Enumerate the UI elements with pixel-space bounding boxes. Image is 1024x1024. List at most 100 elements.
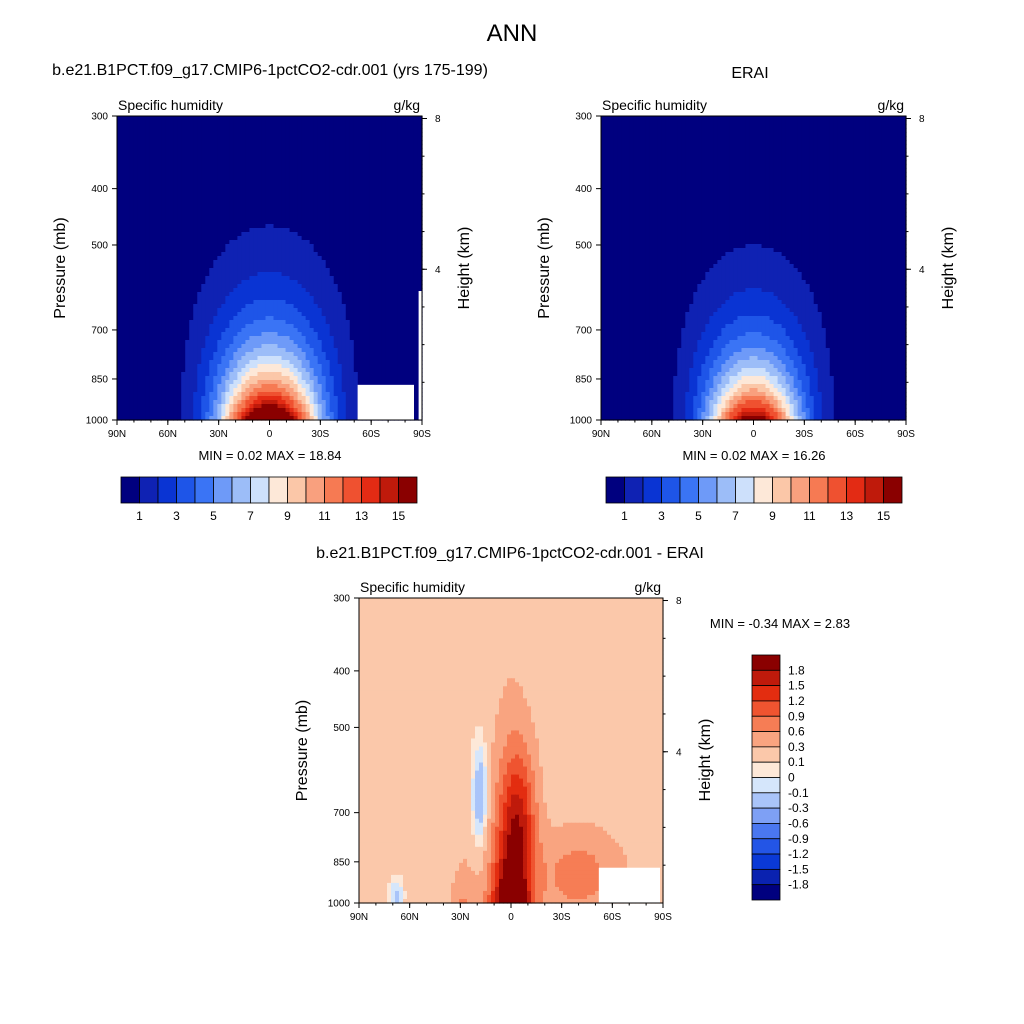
field-cell: [169, 332, 174, 337]
field-cell: [205, 360, 210, 365]
field-cell: [249, 188, 254, 193]
field-cell: [294, 228, 299, 233]
field-cell: [213, 180, 218, 185]
field-cell: [390, 144, 395, 149]
field-cell: [173, 332, 178, 337]
field-cell: [370, 360, 375, 365]
field-cell: [153, 368, 158, 373]
field-cell: [394, 284, 399, 289]
field-cell: [366, 224, 371, 229]
field-cell: [265, 148, 270, 153]
field-cell: [410, 212, 415, 217]
field-cell: [386, 340, 391, 345]
field-cell: [181, 240, 186, 245]
field-cell: [378, 256, 383, 261]
field-cell: [197, 240, 202, 245]
field-cell: [282, 272, 287, 277]
field-cell: [350, 164, 355, 169]
field-cell: [278, 356, 283, 361]
field-cell: [145, 208, 150, 213]
field-cell: [386, 300, 391, 305]
field-cell: [173, 264, 178, 269]
field-cell: [133, 316, 138, 321]
field-cell: [378, 228, 383, 233]
field-cell: [229, 196, 234, 201]
field-cell: [370, 228, 375, 233]
field-cell: [257, 276, 262, 281]
field-cell: [414, 312, 419, 317]
field-cell: [314, 264, 319, 269]
field-cell: [197, 168, 202, 173]
field-cell: [270, 264, 275, 269]
field-cell: [241, 328, 246, 333]
field-cell: [117, 160, 122, 165]
field-cell: [205, 228, 210, 233]
field-cell: [117, 216, 122, 221]
field-cell: [125, 244, 130, 249]
field-cell: [330, 288, 335, 293]
field-cell: [209, 312, 214, 317]
field-cell: [346, 244, 351, 249]
field-cell: [414, 140, 419, 145]
field-cell: [286, 308, 291, 313]
field-cell: [117, 136, 122, 141]
field-cell: [249, 120, 254, 125]
field-cell: [157, 196, 162, 201]
field-cell: [165, 204, 170, 209]
field-cell: [121, 144, 126, 149]
field-cell: [386, 172, 391, 177]
field-cell: [390, 132, 395, 137]
field-cell: [145, 284, 150, 289]
field-cell: [117, 144, 122, 149]
field-cell: [306, 372, 311, 377]
field-cell: [402, 120, 407, 125]
field-cell: [121, 252, 126, 257]
field-cell: [129, 236, 134, 241]
field-cell: [141, 256, 146, 261]
field-cell: [286, 204, 291, 209]
field-cell: [265, 260, 270, 265]
field-cell: [153, 160, 158, 165]
field-cell: [149, 128, 154, 133]
field-cell: [286, 124, 291, 129]
field-cell: [125, 204, 130, 209]
field-cell: [161, 240, 166, 245]
field-cell: [402, 180, 407, 185]
field-cell: [358, 264, 363, 269]
field-cell: [237, 264, 242, 269]
field-cell: [338, 248, 343, 253]
field-cell: [117, 340, 122, 345]
field-cell: [274, 260, 279, 265]
field-cell: [261, 248, 266, 253]
field-cell: [274, 312, 279, 317]
field-cell: [201, 252, 206, 257]
field-cell: [298, 320, 303, 325]
field-cell: [330, 336, 335, 341]
field-cell: [137, 268, 142, 273]
field-cell: [257, 320, 262, 325]
field-cell: [253, 124, 258, 129]
field-cell: [330, 160, 335, 165]
field-cell: [169, 296, 174, 301]
field-cell: [205, 272, 210, 277]
field-cell: [201, 176, 206, 181]
field-cell: [306, 340, 311, 345]
field-cell: [342, 256, 347, 261]
field-cell: [249, 360, 254, 365]
field-cell: [370, 248, 375, 253]
field-cell: [318, 376, 323, 381]
field-cell: [346, 280, 351, 285]
field-cell: [362, 372, 367, 377]
field-cell: [197, 176, 202, 181]
field-cell: [406, 360, 411, 365]
field-cell: [374, 248, 379, 253]
field-cell: [338, 156, 343, 161]
field-cell: [362, 240, 367, 245]
field-cell: [406, 352, 411, 357]
field-cell: [298, 220, 303, 225]
field-cell: [414, 128, 419, 133]
field-cell: [165, 284, 170, 289]
field-cell: [189, 216, 194, 221]
field-cell: [237, 368, 242, 373]
field-cell: [157, 228, 162, 233]
